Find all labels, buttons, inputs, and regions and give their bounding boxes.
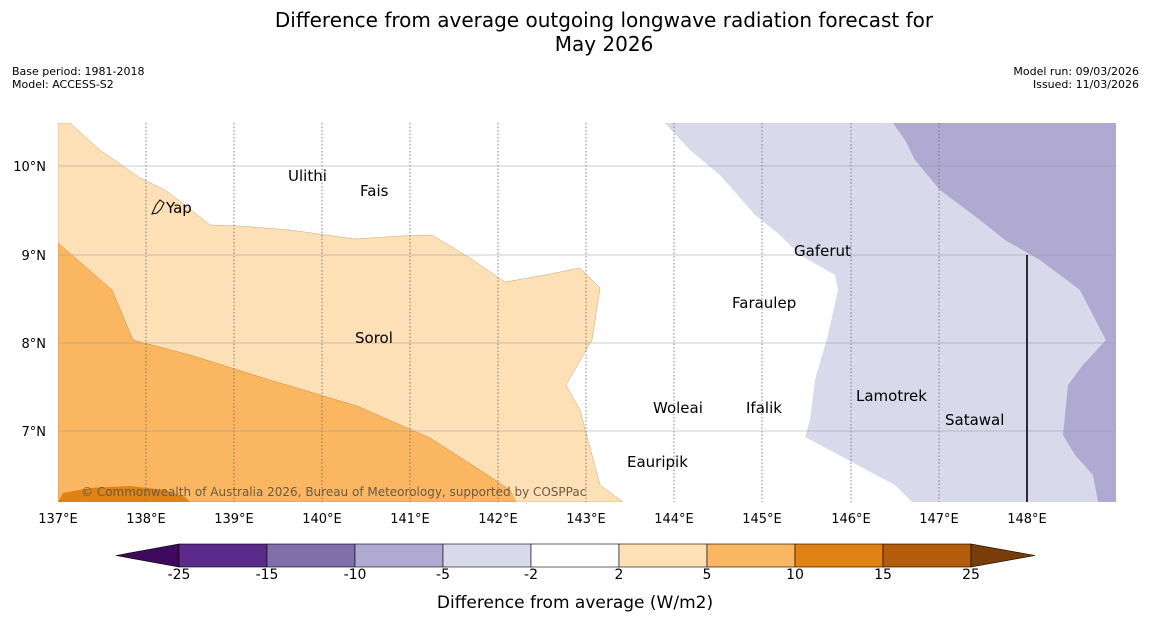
lat-label-8n: 8°N <box>22 337 47 352</box>
orange-medium-region <box>58 242 517 502</box>
colorbar-title: Difference from average (W/m2) <box>436 593 714 613</box>
cb-tick-label: -10 <box>343 567 367 583</box>
cb-tick-label: -2 <box>524 567 538 583</box>
place-sorol: Sorol <box>355 329 393 347</box>
copyright-text: © Commonwealth of Australia 2026, Bureau… <box>81 485 586 499</box>
lon-label-144e: 144°E <box>654 512 694 527</box>
cb-tick-label: 5 <box>702 567 712 583</box>
chart-title: Difference from average outgoing longwav… <box>0 8 1150 56</box>
place-yap: Yap <box>165 199 192 217</box>
title-line-2: May 2026 <box>554 32 654 56</box>
colorbar-segment <box>354 543 444 568</box>
place-gaferut: Gaferut <box>794 242 851 260</box>
orange-dark-region <box>58 486 190 502</box>
cb-tick-label: -5 <box>436 567 450 583</box>
lon-label-140e: 140°E <box>302 512 342 527</box>
yap-island-shape <box>151 199 165 215</box>
colorbar-segment <box>794 543 884 568</box>
lon-label-142e: 142°E <box>478 512 518 527</box>
purple-medium-region <box>893 123 1116 502</box>
place-faraulep: Faraulep <box>732 294 796 312</box>
colorbar-segment <box>618 543 708 568</box>
lat-label-7n: 7°N <box>22 425 47 440</box>
cb-tick-label: -15 <box>255 567 279 583</box>
lon-label-145e: 145°E <box>742 512 782 527</box>
cb-tick-label: -25 <box>167 567 191 583</box>
colorbar-extend-right <box>970 543 1036 568</box>
lat-label-9n: 9°N <box>22 249 47 264</box>
colorbar-segment <box>706 543 796 568</box>
issued-date: Issued: 11/03/2026 <box>1032 78 1139 91</box>
lon-label-147e: 147°E <box>919 512 959 527</box>
place-fais: Fais <box>360 182 389 200</box>
lon-label-143e: 143°E <box>566 512 606 527</box>
lon-label-138e: 138°E <box>126 512 166 527</box>
lon-label-141e: 141°E <box>390 512 430 527</box>
longitude-gridlines <box>145 123 940 502</box>
colorbar-segment <box>530 543 620 568</box>
place-eauripik: Eauripik <box>627 453 688 471</box>
cb-tick-label: 2 <box>614 567 624 583</box>
cb-tick-label: 25 <box>962 567 980 583</box>
lon-label-148e: 148°E <box>1007 512 1047 527</box>
cb-tick-label: 15 <box>874 567 892 583</box>
lon-label-139e: 139°E <box>214 512 254 527</box>
colorbar-extend-left <box>115 543 180 568</box>
colorbar-segment <box>266 543 356 568</box>
place-lamotrek: Lamotrek <box>856 387 927 405</box>
colorbar-segment <box>178 543 268 568</box>
model-name: Model: ACCESS-S2 <box>12 78 114 91</box>
map-area <box>58 123 1116 502</box>
meta-left: Base period: 1981-2018 Model: ACCESS-S2 <box>12 65 144 91</box>
colorbar-segment <box>442 543 532 568</box>
latitude-gridlines <box>58 165 1116 432</box>
colorbar-segment <box>882 543 972 568</box>
meta-right: Model run: 09/03/2026 Issued: 11/03/2026 <box>1013 65 1139 91</box>
place-ulithi: Ulithi <box>288 167 327 185</box>
model-run: Model run: 09/03/2026 <box>1013 65 1139 78</box>
lat-label-10n: 10°N <box>13 160 46 175</box>
place-woleai: Woleai <box>653 399 703 417</box>
cb-tick-label: 10 <box>786 567 804 583</box>
place-ifalik: Ifalik <box>746 399 782 417</box>
title-line-1: Difference from average outgoing longwav… <box>274 8 934 32</box>
lon-label-146e: 146°E <box>831 512 871 527</box>
base-period: Base period: 1981-2018 <box>12 65 145 78</box>
colorbar <box>115 543 1036 568</box>
lon-label-137e: 137°E <box>38 512 78 527</box>
place-satawal: Satawal <box>945 411 1004 429</box>
